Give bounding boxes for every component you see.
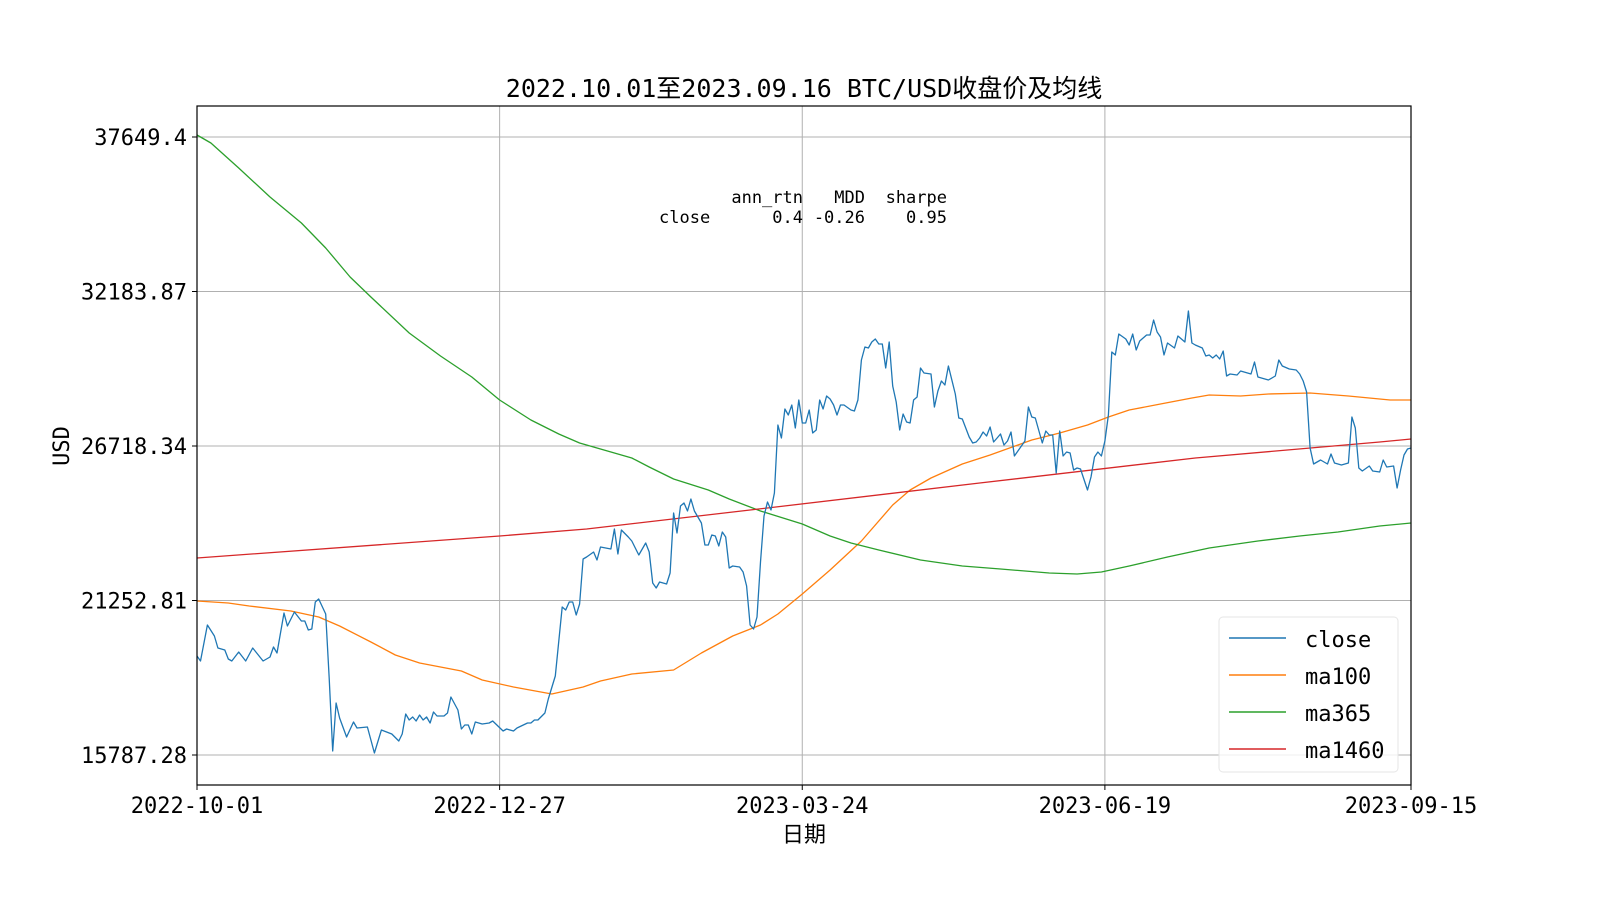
legend-label: ma100 bbox=[1305, 665, 1371, 690]
y-axis-ticks: 37649.4 32183.87 26718.34 21252.81 15787.28 bbox=[81, 126, 197, 769]
legend-box bbox=[1218, 616, 1399, 773]
y-tick-label: 37649.4 bbox=[94, 126, 187, 151]
stats-table: ann_rtn MDD sharpe close 0.4 -0.26 0.95 bbox=[659, 188, 947, 228]
legend-label: close bbox=[1305, 628, 1371, 653]
legend-item-ma1460: ma1460 bbox=[1229, 739, 1384, 764]
legend-item-close: close bbox=[1229, 628, 1371, 653]
stats-ann-rtn-value: 0.4 bbox=[772, 208, 803, 228]
stats-header-mdd: MDD bbox=[834, 188, 865, 208]
series-lines bbox=[196, 134, 1412, 754]
x-tick-label: 2023-09-15 bbox=[1345, 794, 1477, 819]
y-tick-label: 32183.87 bbox=[81, 280, 187, 305]
y-tick-label: 21252.81 bbox=[81, 589, 187, 614]
series-line-ma1460 bbox=[196, 438, 1412, 559]
stats-header-sharpe: sharpe bbox=[886, 188, 947, 208]
x-tick-label: 2022-12-27 bbox=[433, 794, 565, 819]
y-axis-label: USD bbox=[50, 426, 75, 466]
y-tick-label: 26718.34 bbox=[81, 435, 187, 460]
stats-sharpe-value: 0.95 bbox=[906, 208, 947, 228]
legend-item-ma100: ma100 bbox=[1229, 665, 1371, 690]
legend-item-ma365: ma365 bbox=[1229, 702, 1371, 727]
stats-row-label: close bbox=[659, 208, 710, 228]
x-tick-label: 2023-06-19 bbox=[1039, 794, 1171, 819]
legend-label: ma1460 bbox=[1305, 739, 1384, 764]
series-line-ma365 bbox=[196, 134, 1412, 575]
stats-mdd-value: -0.26 bbox=[814, 208, 865, 228]
chart-title: 2022.10.01至2023.09.16 BTC/USD收盘价及均线 bbox=[506, 74, 1102, 103]
stats-header-ann-rtn: ann_rtn bbox=[731, 188, 803, 208]
y-tick-label: 15787.28 bbox=[81, 744, 187, 769]
grid bbox=[196, 106, 1412, 785]
series-line-close bbox=[196, 310, 1412, 754]
x-tick-label: 2022-10-01 bbox=[131, 794, 263, 819]
series-line-ma100 bbox=[196, 392, 1411, 695]
x-axis-ticks: 2022-10-01 2022-12-27 2023-03-24 2023-06-19… bbox=[131, 785, 1477, 819]
legend: close ma100 ma365 ma1460 bbox=[1218, 616, 1399, 773]
x-axis-label: 日期 bbox=[782, 823, 826, 848]
legend-label: ma365 bbox=[1305, 702, 1371, 727]
x-tick-label: 2023-03-24 bbox=[736, 794, 868, 819]
